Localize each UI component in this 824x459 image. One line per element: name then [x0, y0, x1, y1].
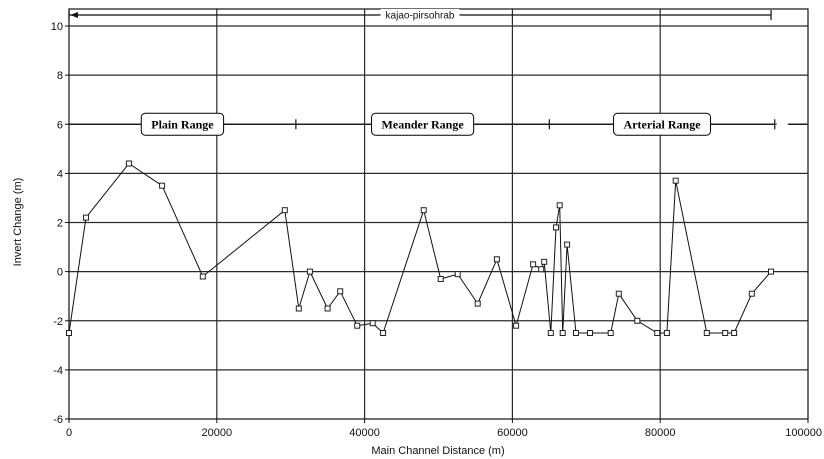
data-point — [83, 214, 89, 221]
data-point — [66, 330, 72, 336]
data-point — [530, 261, 537, 268]
data-point — [538, 266, 545, 273]
data-point — [559, 330, 566, 336]
data-point — [380, 330, 387, 336]
data-point — [454, 271, 461, 278]
data-point — [420, 207, 427, 214]
data-point — [295, 305, 302, 312]
x-tick-label: 80000 — [645, 427, 676, 439]
data-point — [493, 256, 500, 263]
data-point — [324, 305, 331, 312]
x-axis-label: Main Channel Distance (m) — [371, 445, 504, 457]
data-point — [437, 276, 444, 282]
x-tick-label: 100000 — [785, 427, 822, 439]
reach-label: kajao-pirsohrab — [386, 11, 455, 22]
data-point — [159, 182, 166, 189]
range-label-box — [371, 112, 475, 136]
data-point — [553, 224, 559, 231]
range-label: Plain Range — [151, 117, 214, 131]
x-tick-label: 60000 — [497, 427, 528, 439]
range-annotations: kajao-pirsohrab Plain Range Meander Range A… — [68, 9, 807, 136]
data-point — [474, 300, 481, 307]
data-point — [337, 288, 344, 295]
data-point — [722, 330, 729, 336]
data-point — [768, 268, 774, 275]
y-tick-label: 8 — [57, 70, 63, 82]
data-point — [556, 202, 563, 209]
data-point — [703, 330, 710, 336]
data-point — [587, 330, 593, 336]
y-tick-label: 4 — [57, 168, 63, 180]
y-axis-label: Invert Change (m) — [12, 178, 24, 267]
y-tick-label: -6 — [53, 414, 63, 426]
data-point — [615, 290, 622, 297]
data-point — [306, 268, 313, 275]
data-point — [541, 258, 548, 265]
y-tick-label: -4 — [53, 365, 63, 377]
reach-label-background — [380, 9, 460, 21]
x-tick-label: 40000 — [349, 427, 380, 439]
data-point — [573, 330, 579, 336]
invert-change-series — [66, 160, 774, 336]
data-point — [607, 330, 614, 336]
range-label-box — [613, 112, 712, 136]
data-point — [748, 290, 755, 297]
data-point — [354, 322, 361, 329]
data-point — [125, 160, 132, 167]
data-point — [281, 207, 288, 214]
y-tick-label: -2 — [53, 316, 63, 328]
y-tick-label: 0 — [57, 267, 63, 279]
range-label-box — [140, 112, 225, 136]
y-tick-label: 6 — [57, 119, 63, 131]
range-label: Meander Range — [382, 117, 465, 131]
range-label: Arterial Range — [624, 117, 702, 131]
data-point — [654, 330, 661, 336]
data-point — [513, 322, 520, 329]
data-point — [369, 320, 376, 327]
y-tick-label: 10 — [51, 21, 63, 33]
reach-arrowhead — [70, 12, 78, 18]
series-line — [68, 163, 772, 334]
data-point — [564, 241, 571, 248]
y-tick-label: 2 — [57, 218, 63, 230]
data-point — [634, 317, 641, 324]
x-tick-label: 20000 — [202, 427, 233, 439]
x-tick-label: 0 — [66, 427, 72, 439]
data-point — [547, 330, 554, 336]
data-point — [731, 330, 738, 336]
data-point — [672, 177, 679, 184]
data-point — [663, 330, 670, 336]
data-point — [199, 273, 206, 280]
